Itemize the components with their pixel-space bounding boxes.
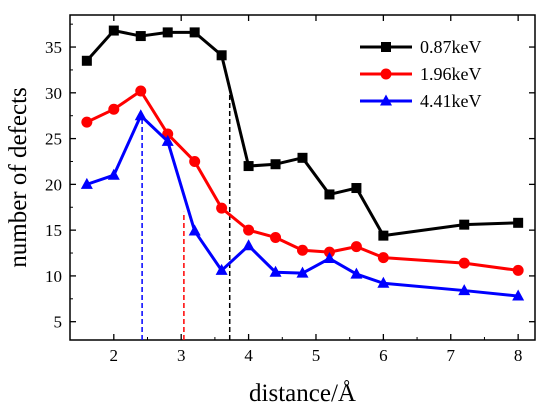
data-point-0-87kev — [108, 25, 119, 36]
legend-item-0-87kev: 0.87keV — [360, 37, 482, 57]
plot-area — [69, 14, 536, 341]
legend-marker — [381, 42, 391, 52]
x-tick-label: 2 — [110, 346, 119, 365]
legend-item-4-41kev: 4.41keV — [360, 91, 482, 111]
data-point-4-41kev — [215, 263, 228, 275]
data-point-0-87kev — [324, 189, 335, 200]
data-point-4-41kev — [161, 134, 174, 146]
data-point-4-41kev — [107, 168, 120, 180]
data-point-4-41kev — [512, 289, 525, 301]
data-point-1-96kev — [243, 224, 255, 236]
data-point-4-41kev — [350, 267, 363, 279]
x-tick-label: 3 — [177, 346, 186, 365]
data-point-1-96kev — [135, 85, 147, 97]
data-point-0-87kev — [243, 161, 254, 172]
axis-ticks: 2 3 4 5 6 7 8 5 10 15 20 25 30 35 — [45, 15, 535, 365]
data-point-0-87kev — [513, 217, 524, 228]
y-axis-title: number of defects — [5, 87, 32, 267]
x-tick-label: 4 — [244, 346, 253, 365]
series-line-1-96kev — [86, 89, 519, 272]
data-point-0-87kev — [270, 159, 281, 170]
x-tick-label: 8 — [514, 346, 523, 365]
data-point-1-96kev — [189, 155, 201, 167]
data-point-1-96kev — [512, 264, 524, 276]
data-point-1-96kev — [350, 241, 362, 253]
data-point-4-41kev — [134, 109, 147, 121]
plot-frame — [69, 14, 536, 341]
y-tick-label: 25 — [45, 130, 62, 149]
data-point-1-96kev — [377, 252, 389, 264]
legend-label: 4.41keV — [420, 91, 482, 111]
data-point-0-87kev — [459, 219, 470, 230]
y-tick-label: 5 — [54, 313, 63, 332]
data-point-0-87kev — [189, 27, 200, 38]
data-point-1-96kev — [108, 103, 120, 115]
data-point-0-87kev — [216, 50, 227, 61]
y-tick-label: 20 — [45, 175, 62, 194]
data-point-1-96kev — [216, 202, 228, 214]
data-point-0-87kev — [81, 55, 92, 66]
data-point-4-41kev — [188, 224, 201, 236]
series-0-87kev — [81, 25, 524, 241]
y-tick-label: 10 — [45, 267, 62, 286]
x-tick-label: 7 — [447, 346, 456, 365]
data-point-0-87kev — [135, 31, 146, 42]
y-tick-label: 35 — [45, 38, 62, 57]
y-tick-label: 30 — [45, 84, 62, 103]
x-axis-title: distance/Å — [249, 380, 356, 407]
data-point-4-41kev — [269, 265, 282, 277]
data-point-0-87kev — [162, 27, 173, 38]
x-tick-label: 6 — [379, 346, 388, 365]
data-point-4-41kev — [377, 276, 390, 288]
data-point-0-87kev — [297, 152, 308, 163]
data-point-1-96kev — [81, 116, 93, 128]
x-tick-label: 5 — [312, 346, 321, 365]
series-lines — [80, 25, 525, 301]
data-point-4-41kev — [242, 239, 255, 251]
data-point-4-41kev — [323, 252, 336, 264]
data-point-1-96kev — [458, 257, 470, 269]
data-point-0-87kev — [351, 183, 362, 194]
legend-marker — [380, 68, 392, 80]
data-point-4-41kev — [458, 284, 471, 296]
series-4-41kev — [80, 109, 525, 301]
legend-label: 1.96keV — [420, 64, 482, 84]
data-point-0-87kev — [378, 230, 389, 241]
legend-label: 0.87keV — [420, 37, 482, 57]
data-point-4-41kev — [80, 177, 93, 189]
data-point-1-96kev — [297, 244, 308, 256]
data-point-4-41kev — [296, 266, 309, 278]
legend-item-1-96kev: 1.96keV — [360, 64, 482, 84]
legend-marker — [380, 94, 392, 106]
series-1-96kev — [81, 85, 524, 276]
y-tick-label: 15 — [45, 221, 62, 240]
series-line-0-87kev — [85, 29, 519, 238]
legend: 0.87keV 1.96keV 4.41keV — [360, 37, 482, 111]
data-point-1-96kev — [270, 231, 282, 243]
